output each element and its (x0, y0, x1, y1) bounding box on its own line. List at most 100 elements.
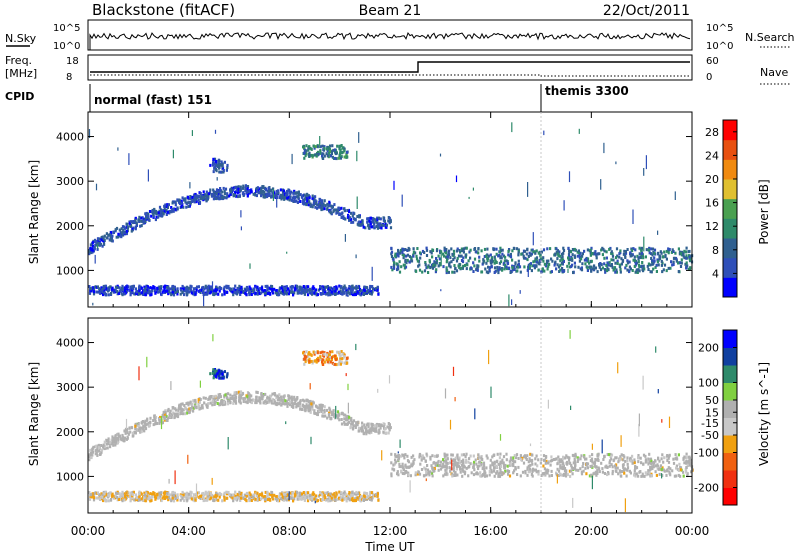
data-cell (203, 401, 205, 404)
data-streak (325, 289, 326, 292)
data-cell (561, 262, 563, 265)
data-cell (638, 265, 640, 268)
data-cell (413, 251, 415, 254)
data-cell (647, 458, 649, 461)
data-cell (361, 422, 363, 425)
data-cell (399, 271, 401, 274)
data-cell (423, 457, 425, 460)
data-cell (189, 197, 191, 200)
data-cell (224, 190, 226, 193)
data-cell (327, 293, 329, 296)
data-cell (213, 191, 215, 194)
data-cell (320, 408, 322, 411)
data-cell (252, 290, 254, 293)
data-cell (491, 471, 493, 474)
data-cell (248, 392, 250, 395)
data-cell (480, 457, 482, 460)
data-cell (667, 247, 669, 250)
data-cell (445, 465, 447, 468)
data-cell (308, 291, 310, 294)
data-cell (180, 403, 182, 406)
nsky-strip-frame (88, 20, 692, 50)
data-cell (633, 458, 635, 461)
data-streak (286, 252, 287, 254)
data-cell (686, 466, 688, 469)
data-cell (659, 473, 661, 476)
data-cell (215, 288, 217, 291)
data-cell (556, 257, 558, 260)
data-cell (309, 353, 311, 356)
nave-tick-top: 60 (706, 56, 719, 67)
data-cell (639, 269, 641, 272)
data-cell (434, 455, 436, 458)
data-cell (604, 472, 606, 475)
data-cell (224, 370, 226, 373)
data-cell (408, 248, 410, 251)
data-cell (289, 193, 291, 196)
data-cell (248, 293, 250, 296)
data-cell (444, 453, 446, 456)
data-cell (224, 161, 226, 164)
data-cell (545, 455, 547, 458)
data-cell (313, 412, 315, 415)
data-cell (311, 360, 313, 363)
data-cell (610, 264, 612, 267)
data-cell (242, 187, 244, 190)
data-cell (210, 395, 212, 398)
data-cell (291, 491, 293, 494)
data-cell (547, 268, 549, 271)
data-cell (339, 213, 341, 216)
data-cell (324, 204, 326, 207)
data-cell (504, 256, 506, 259)
data-cell (397, 266, 399, 269)
data-cell (459, 249, 461, 252)
data-cell (456, 260, 458, 263)
data-cell (662, 461, 664, 464)
data-cell (223, 376, 225, 379)
data-cell (355, 285, 357, 288)
data-cell (264, 400, 266, 403)
data-cell (215, 370, 217, 373)
date-title: 22/Oct/2011 (603, 3, 690, 19)
data-cell (374, 424, 376, 427)
data-cell (310, 402, 312, 405)
data-cell (473, 248, 475, 251)
data-cell (315, 145, 317, 148)
data-cell (562, 247, 564, 250)
data-cell (460, 255, 462, 258)
nsky-label: N.Sky (5, 32, 37, 45)
data-cell (271, 290, 273, 293)
data-cell (357, 421, 359, 424)
data-cell (164, 290, 166, 293)
data-cell (355, 426, 357, 429)
data-cell (314, 195, 316, 198)
data-cell (159, 419, 161, 422)
data-cell (426, 453, 428, 456)
data-cell (544, 263, 546, 266)
data-cell (590, 270, 592, 273)
nsearch-tick-top: 10^5 (706, 23, 733, 34)
data-cell (130, 225, 132, 228)
data-cell (260, 392, 262, 395)
data-cell (534, 457, 536, 460)
data-cell (494, 266, 496, 269)
data-cell (557, 468, 559, 471)
data-cell (408, 466, 410, 469)
data-cell (651, 254, 653, 257)
data-cell (329, 210, 331, 213)
cpid-label: CPID (5, 90, 34, 103)
data-cell (305, 355, 307, 358)
data-cell (402, 463, 404, 466)
data-cell (500, 471, 502, 474)
data-cell (516, 473, 518, 476)
data-cell (331, 413, 333, 416)
data-cell (326, 409, 328, 412)
data-cell (453, 469, 455, 472)
data-cell (485, 262, 487, 265)
data-cell (141, 427, 143, 430)
data-cell (470, 455, 472, 458)
data-cell (319, 150, 321, 153)
data-cell (130, 220, 132, 223)
data-cell (613, 268, 615, 271)
